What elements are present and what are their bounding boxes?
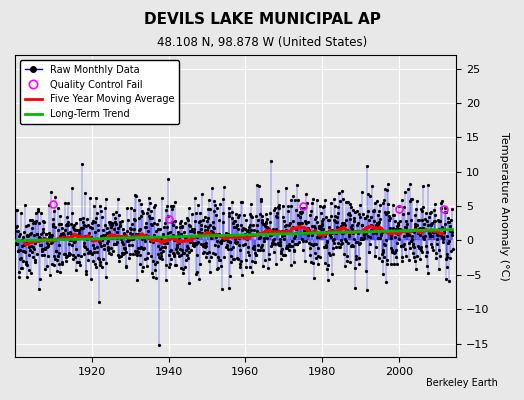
Legend: Raw Monthly Data, Quality Control Fail, Five Year Moving Average, Long-Term Tren: Raw Monthly Data, Quality Control Fail, … <box>20 60 179 124</box>
Text: 48.108 N, 98.878 W (United States): 48.108 N, 98.878 W (United States) <box>157 36 367 49</box>
Text: Berkeley Earth: Berkeley Earth <box>426 378 498 388</box>
Y-axis label: Temperature Anomaly (°C): Temperature Anomaly (°C) <box>499 132 509 280</box>
Text: DEVILS LAKE MUNICIPAL AP: DEVILS LAKE MUNICIPAL AP <box>144 12 380 27</box>
